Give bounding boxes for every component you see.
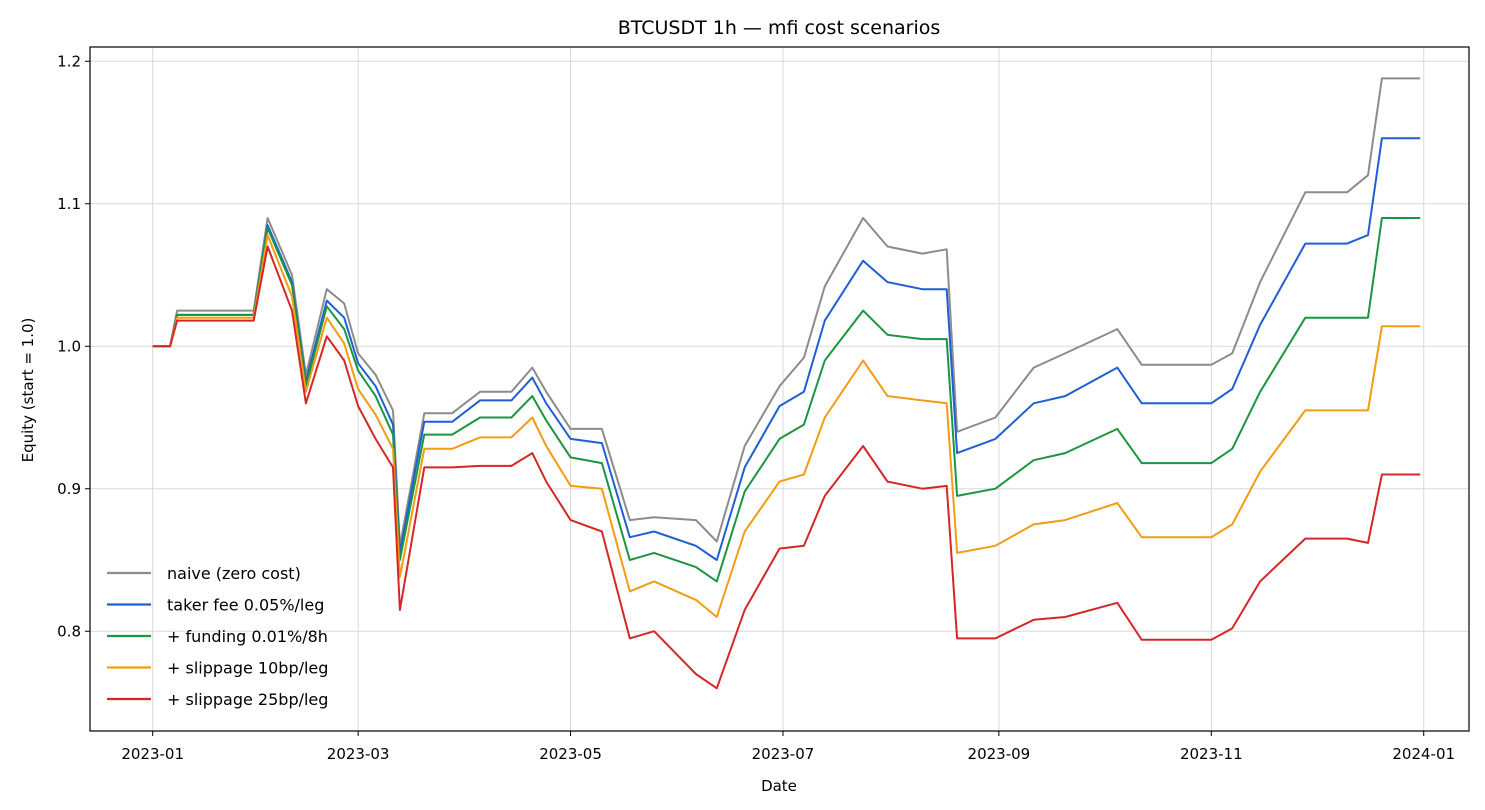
series-line-4 <box>152 234 1421 618</box>
chart-title: BTCUSDT 1h — mfi cost scenarios <box>618 17 941 39</box>
x-axis-title: Date <box>761 777 797 795</box>
plot-area-frame <box>89 46 1470 732</box>
legend-label: + slippage 25bp/leg <box>167 690 328 709</box>
y-tick-label: 1.0 <box>57 337 81 355</box>
legend-label: taker fee 0.05%/leg <box>167 596 324 615</box>
legend-label: naive (zero cost) <box>167 564 301 583</box>
x-tick-label: 2023-11 <box>1180 745 1243 763</box>
x-tick-label: 2023-07 <box>752 745 815 763</box>
x-tick-label: 2023-03 <box>327 745 390 763</box>
legend-label: + funding 0.01%/8h <box>167 627 328 646</box>
series-line-3 <box>152 217 1421 583</box>
x-tick-label: 2024-01 <box>1392 745 1455 763</box>
series-lines <box>152 77 1421 690</box>
series-line-5 <box>152 245 1421 690</box>
y-tick-label: 0.8 <box>57 622 81 640</box>
x-tick-label: 2023-05 <box>539 745 602 763</box>
series-line-2 <box>152 137 1421 561</box>
legend: naive (zero cost) taker fee 0.05%/leg + fu… <box>107 564 328 709</box>
x-axis-ticks: 2023-01 2023-03 2023-05 2023-07 2023-09 2023-… <box>121 731 1455 763</box>
grid <box>90 47 1469 731</box>
y-tick-label: 1.1 <box>57 195 81 213</box>
y-tick-label: 0.9 <box>57 480 81 498</box>
legend-label: + slippage 10bp/leg <box>167 659 328 678</box>
y-axis-ticks: 0.8 0.9 1.0 1.1 1.2 <box>57 52 90 640</box>
x-tick-label: 2023-09 <box>968 745 1031 763</box>
y-tick-label: 1.2 <box>57 52 81 70</box>
series-line-1 <box>152 77 1421 547</box>
x-tick-label: 2023-01 <box>121 745 184 763</box>
y-axis-title: Equity (start = 1.0) <box>19 318 37 463</box>
